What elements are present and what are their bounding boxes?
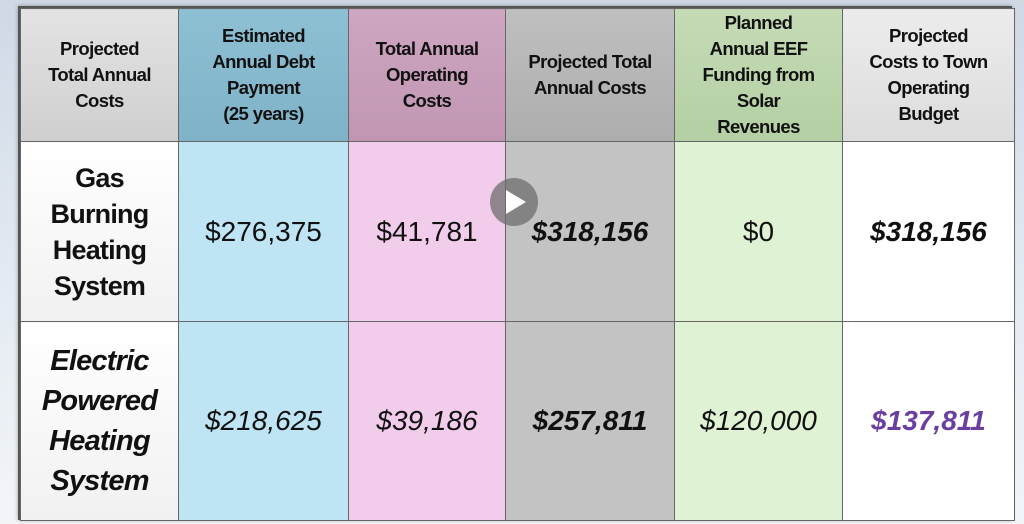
header-row: Projected Total Annual Costs Estimated Annu…	[20, 8, 1015, 142]
cell-gas-debt: $276,375	[178, 141, 349, 322]
header-projected-total-annual-costs: Projected Total Annual Costs	[20, 8, 179, 142]
cost-comparison-table: Projected Total Annual Costs Estimated Annu…	[18, 6, 1015, 521]
value-text: $276,375	[205, 215, 322, 247]
cell-gas-operating: $41,781	[348, 141, 506, 322]
value-text: $257,811	[532, 405, 648, 436]
play-icon	[506, 190, 526, 214]
cell-gas-town: $318,156	[842, 141, 1015, 322]
cell-gas-eef: $0	[674, 141, 843, 322]
cost-table: Projected Total Annual Costs Estimated Annu…	[20, 8, 1015, 521]
table-row-electric: Electric Powered Heating System $218,625 $3…	[20, 321, 1015, 521]
row-label-text: Electric Powered Heating System	[41, 345, 158, 497]
row-label-electric: Electric Powered Heating System	[20, 321, 179, 521]
row-label-gas: Gas Burning Heating System	[20, 141, 179, 322]
header-projected-costs-to-town: Projected Costs to Town Operating Budget	[842, 8, 1015, 142]
table-row-gas: Gas Burning Heating System $276,375 $41,781…	[20, 141, 1015, 322]
video-play-button[interactable]	[490, 178, 538, 226]
header-projected-total-annual-costs-2: Projected Total Annual Costs	[505, 8, 675, 142]
cell-electric-town: $137,811	[842, 321, 1015, 521]
cell-electric-eef: $120,000	[674, 321, 843, 521]
header-estimated-annual-debt-payment: Estimated Annual Debt Payment (25 years)	[178, 8, 349, 142]
header-planned-annual-eef-funding: Planned Annual EEF Funding from Solar Revenu…	[674, 8, 843, 142]
cell-gas-total: $318,156	[505, 141, 675, 322]
cell-electric-total: $257,811	[505, 321, 675, 521]
cell-electric-debt: $218,625	[178, 321, 349, 521]
value-text: $318,156	[531, 215, 649, 247]
value-text: $137,811	[871, 405, 986, 436]
header-total-annual-operating-costs: Total Annual Operating Costs	[348, 8, 506, 142]
value-text: $318,156	[870, 215, 987, 247]
value-text: $0	[742, 215, 775, 247]
row-label-text: Gas Burning Heating System	[50, 162, 150, 301]
value-text: $41,781	[376, 215, 478, 247]
value-text: $218,625	[205, 405, 322, 436]
cell-electric-operating: $39,186	[348, 321, 506, 521]
value-text: $39,186	[376, 405, 478, 436]
value-text: $120,000	[700, 405, 817, 436]
